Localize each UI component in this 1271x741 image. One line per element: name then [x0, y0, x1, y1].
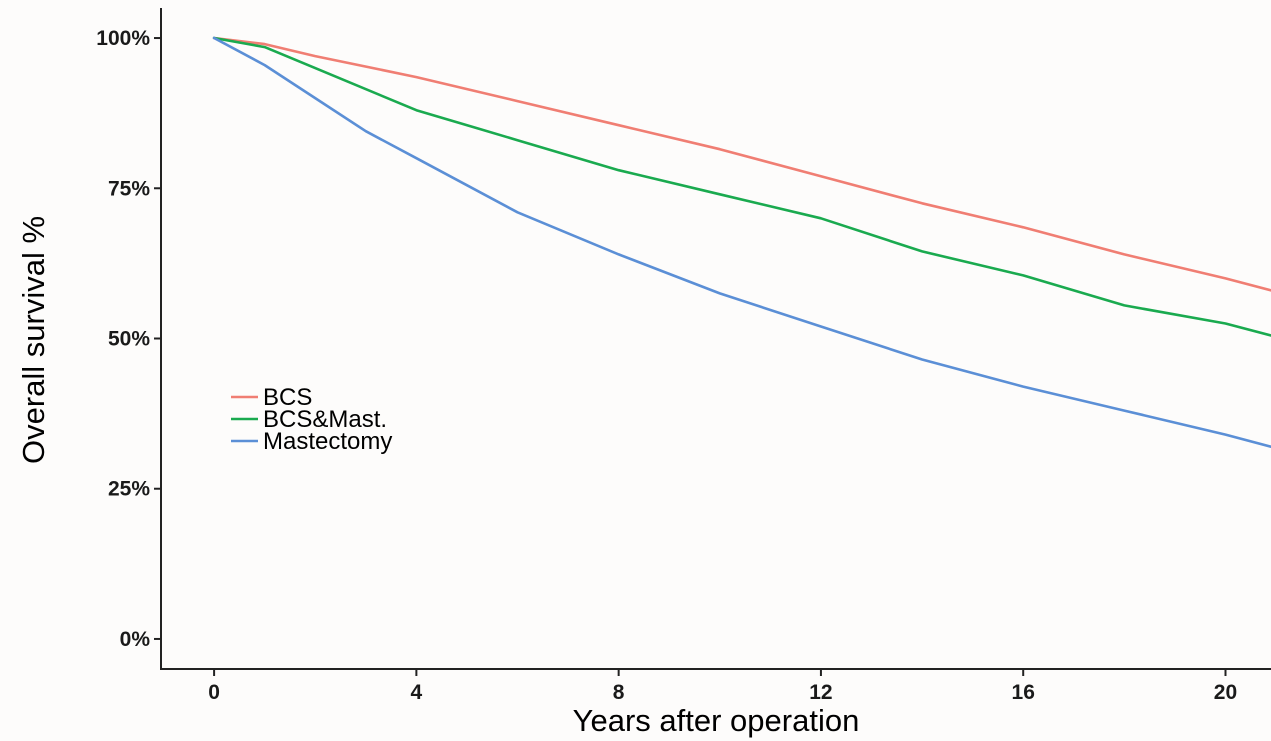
- legend-label-mastectomy: Mastectomy: [263, 428, 392, 455]
- series-line-bcs: [212, 36, 1271, 292]
- x-tick-label: 8: [613, 681, 625, 704]
- y-tick-label: 50%: [108, 328, 150, 351]
- legend-label-bcs-mast: BCS&Mast.: [263, 406, 387, 433]
- y-tick-label: 100%: [96, 27, 150, 50]
- y-tick-label: 0%: [120, 628, 151, 651]
- x-tick-label: 20: [1214, 681, 1237, 704]
- x-tick-label: 4: [411, 681, 423, 704]
- legend-label-bcs: BCS: [263, 384, 312, 411]
- y-axis-ticks: 0% 25% 50% 75% 100%: [96, 27, 161, 651]
- series-lines: [212, 36, 1271, 449]
- y-tick-label: 25%: [108, 478, 150, 501]
- x-axis-ticks: 0 4 8 12 16 20: [208, 669, 1237, 704]
- y-tick-label: 75%: [108, 177, 150, 200]
- series-line-mastectomy: [212, 36, 1271, 449]
- x-tick-label: 12: [809, 681, 832, 704]
- x-tick-label: 0: [208, 681, 220, 704]
- x-tick-label: 16: [1012, 681, 1035, 704]
- series-line-bcs-mast: [212, 36, 1271, 337]
- y-axis-title: Overall survival %: [16, 216, 51, 464]
- x-axis-title: Years after operation: [573, 703, 860, 738]
